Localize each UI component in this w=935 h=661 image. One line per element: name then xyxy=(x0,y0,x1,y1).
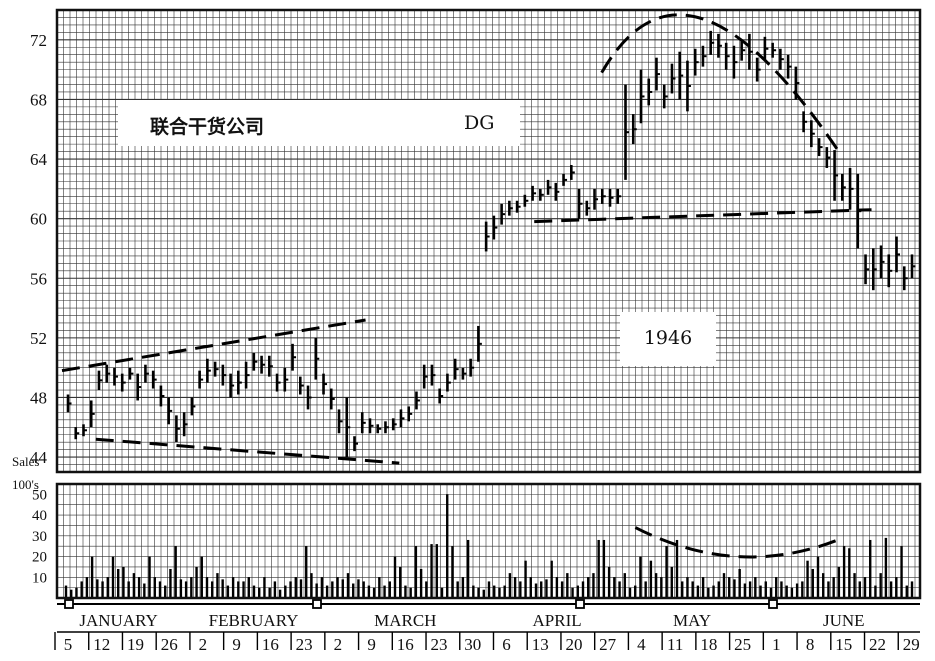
week-date-label: 9 xyxy=(367,635,376,654)
month-boundary-marker xyxy=(312,599,322,609)
week-date-label: 11 xyxy=(667,635,683,654)
price-tick-label: 60 xyxy=(30,210,47,229)
week-date-label: 23 xyxy=(431,635,448,654)
price-tick-label: 72 xyxy=(30,31,47,50)
week-date-label: 15 xyxy=(835,635,852,654)
week-date-label: 9 xyxy=(232,635,241,654)
volume-axis-label-units: 100's xyxy=(12,477,39,492)
week-date-label: 2 xyxy=(199,635,208,654)
week-date-label: 29 xyxy=(903,635,920,654)
week-date-label: 13 xyxy=(532,635,549,654)
trend-lines xyxy=(61,13,872,559)
week-date-label: 2 xyxy=(334,635,343,654)
volume-rounding-line xyxy=(634,526,839,559)
month-label: MAY xyxy=(673,611,711,630)
week-date-label: 8 xyxy=(806,635,815,654)
trend-line xyxy=(95,437,400,465)
month-label: MARCH xyxy=(374,611,436,630)
week-date-label: 26 xyxy=(161,635,178,654)
month-label: FEBRUARY xyxy=(209,611,299,630)
month-label: JANUARY xyxy=(79,611,157,630)
ticker-symbol: DG xyxy=(464,112,495,134)
price-panel-frame xyxy=(55,8,922,474)
price-tick-label: 56 xyxy=(30,269,47,288)
title-box: 联合干货公司 DG xyxy=(118,100,520,146)
week-date-label: 23 xyxy=(296,635,313,654)
week-date-label: 20 xyxy=(565,635,582,654)
volume-bars xyxy=(64,494,914,598)
week-date-label: 5 xyxy=(64,635,73,654)
year-box: 1946 xyxy=(620,312,716,366)
price-panel-grid xyxy=(56,9,920,473)
week-date-label: 16 xyxy=(262,635,279,654)
volume-tick-label: 10 xyxy=(32,570,47,586)
trend-line xyxy=(534,208,872,224)
volume-panel-grid xyxy=(56,483,920,598)
volume-panel-frame xyxy=(55,482,922,600)
volume-tick-label: 30 xyxy=(32,529,47,545)
price-tick-label: 48 xyxy=(30,388,47,407)
trend-line xyxy=(61,318,366,373)
price-tick-label: 64 xyxy=(30,150,48,169)
week-date-label: 25 xyxy=(734,635,751,654)
week-date-label: 6 xyxy=(502,635,511,654)
chart-title: 联合干货公司 xyxy=(150,116,265,138)
rounding-top-line xyxy=(600,13,840,151)
week-date-label: 4 xyxy=(637,635,646,654)
volume-tick-label: 20 xyxy=(32,550,47,566)
week-date-label: 22 xyxy=(869,635,886,654)
week-date-label: 27 xyxy=(599,635,617,654)
week-date-label: 16 xyxy=(397,635,414,654)
month-boundary-marker xyxy=(64,599,74,609)
month-boundary-marker xyxy=(768,599,778,609)
month-label: JUNE xyxy=(823,611,865,630)
week-date-label: 19 xyxy=(127,635,144,654)
price-axis: 44 48 52 56 60 64 68 72 xyxy=(30,31,48,467)
month-label: APRIL xyxy=(533,611,582,630)
price-tick-label: 44 xyxy=(30,448,48,467)
week-date-label: 12 xyxy=(93,635,110,654)
volume-axis-label-sales: Sales xyxy=(12,454,39,469)
week-date-label: 1 xyxy=(772,635,781,654)
volume-axis: 10 20 30 40 50 xyxy=(32,487,47,586)
week-date-label: 30 xyxy=(464,635,481,654)
price-tick-label: 68 xyxy=(30,90,47,109)
price-tick-label: 52 xyxy=(30,329,47,348)
volume-tick-label: 40 xyxy=(32,508,47,524)
price-bars xyxy=(66,30,916,458)
chart-year: 1946 xyxy=(643,327,693,349)
week-date-label: 18 xyxy=(700,635,717,654)
volume-tick-label: 50 xyxy=(32,487,47,503)
month-boundary-marker xyxy=(575,599,585,609)
